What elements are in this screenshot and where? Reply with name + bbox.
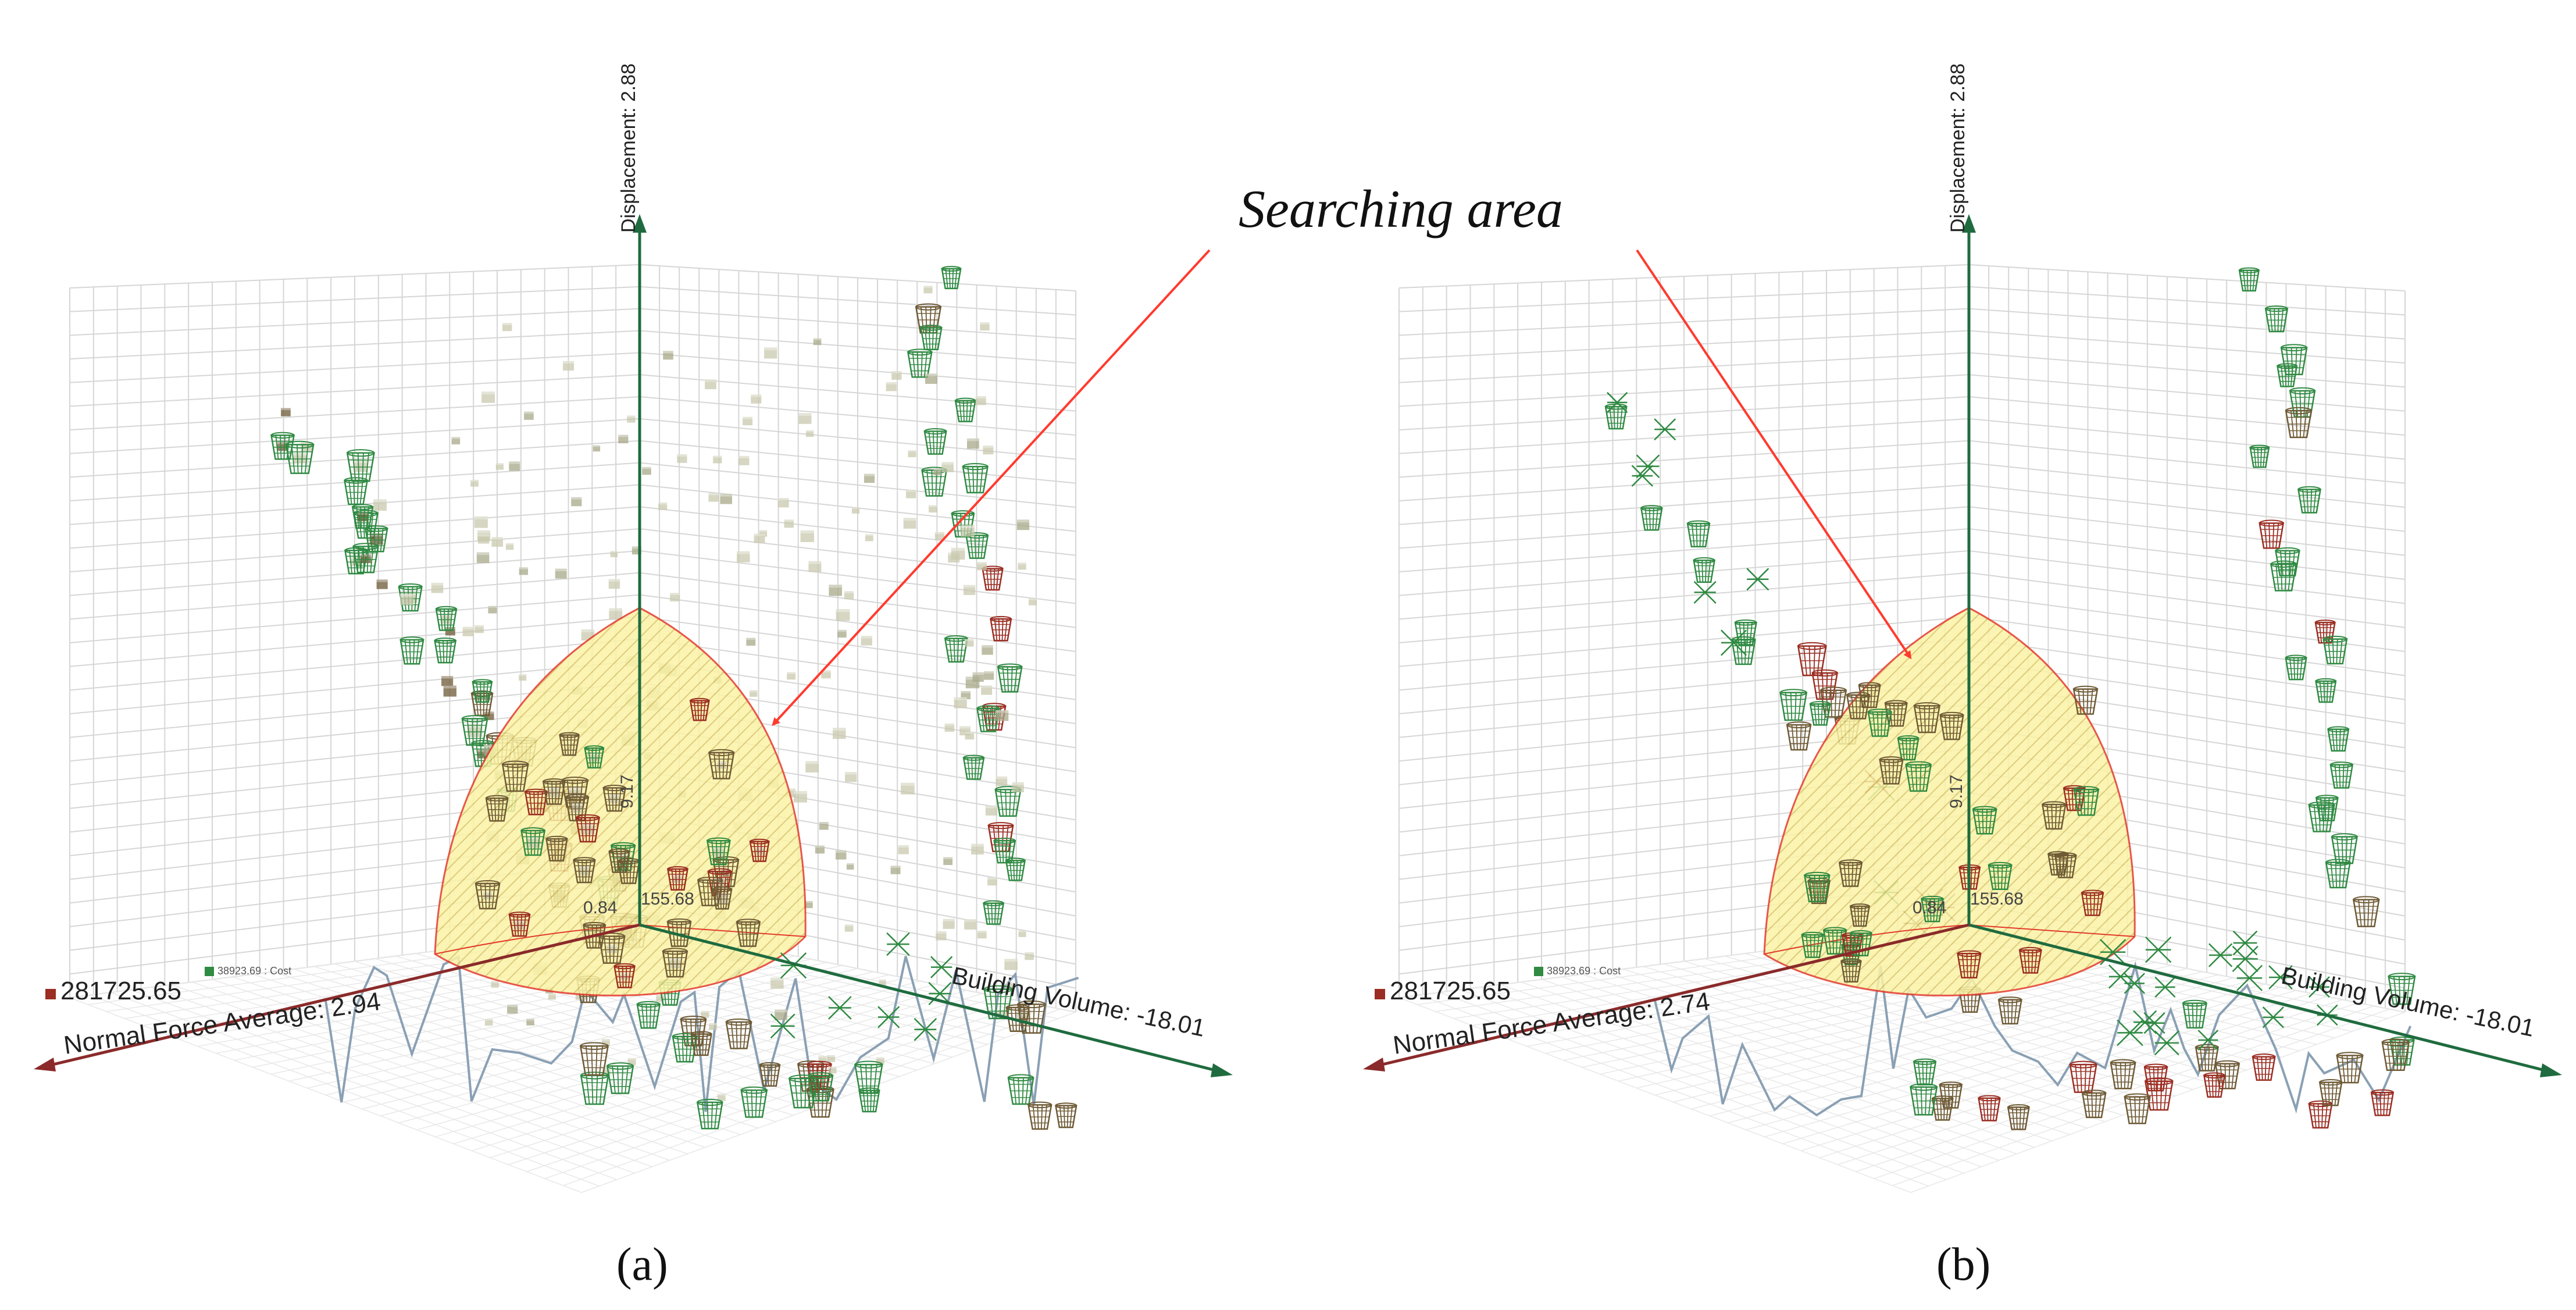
- panel-a-label: (a): [616, 1239, 668, 1290]
- panel-b-label: (b): [1936, 1239, 1990, 1290]
- panel-b-axes: [1363, 214, 2562, 1077]
- panel-b-legend-red-value: 281725.65: [1390, 977, 1511, 1005]
- searching-area-label: Searching area: [1239, 179, 1563, 238]
- panel-a-markers-front: [472, 679, 953, 1041]
- panel-b-legend-green-value: 38923.69 : Cost: [1547, 965, 1621, 977]
- panel-b-legend-red-swatch: [1375, 989, 1385, 999]
- searching-area-annotation: Searching area: [772, 179, 1912, 726]
- panel-a-legend-red-value: 281725.65: [60, 977, 181, 1005]
- panel-b-history-line: [1654, 961, 2412, 1117]
- panel-b-origin-label-3: 155.68: [1970, 889, 2024, 909]
- panel-a-origin-label-1: 9.17: [618, 775, 637, 809]
- panel-b-legend-green-swatch: [1534, 967, 1543, 976]
- panel-b-origin-label-2: 0.84: [1913, 898, 1946, 917]
- panel-a-origin-label-2: 0.84: [583, 898, 617, 917]
- panel-a-origin-label-3: 155.68: [641, 889, 694, 909]
- panel-a-chart: Displacement: 2.88 Normal Force Average:…: [34, 63, 1233, 1290]
- panel-b-origin-label-1: 9.17: [1947, 775, 1966, 809]
- panel-a-right-axis-label: Building Volume: -18.01: [950, 962, 1208, 1042]
- panel-a-legend-green-swatch: [205, 967, 214, 976]
- panel-a-vertical-axis-label: Displacement: 2.88: [618, 63, 640, 233]
- panel-a-legend-green-value: 38923.69 : Cost: [217, 965, 291, 977]
- searching-area-arrow-b: [1636, 249, 1912, 660]
- searching-area-arrow-a: [772, 249, 1211, 726]
- panel-b-markers-front: [1801, 682, 2338, 1056]
- panel-a-legend-red-swatch: [45, 989, 56, 999]
- panel-a-searching-sphere: [434, 607, 807, 996]
- panel-a-history-line: [324, 955, 1079, 1112]
- panel-b-chart: Displacement: 2.88 Normal Force Average:…: [1363, 63, 2562, 1290]
- panel-a-axes: [34, 214, 1233, 1077]
- panel-b-vertical-axis-label: Displacement: 2.88: [1947, 63, 1969, 233]
